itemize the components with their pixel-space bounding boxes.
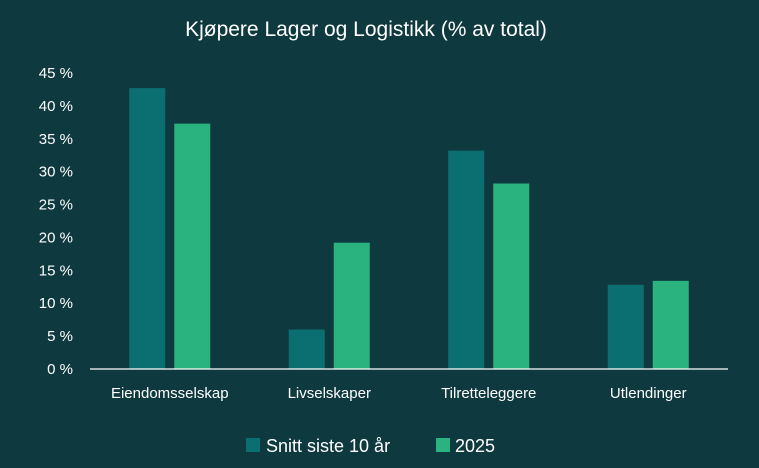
- legend-label-series-2: 2025: [455, 436, 495, 456]
- y-tick-label: 25 %: [39, 197, 73, 214]
- bar-series-1-tilretteleggere: [448, 150, 485, 369]
- y-tick-label: 10 %: [39, 295, 73, 312]
- x-tick-label: Utlendinger: [610, 385, 687, 402]
- y-tick-label: 45 %: [39, 65, 73, 82]
- bars-group: [129, 88, 689, 369]
- y-tick-label: 0 %: [47, 361, 73, 378]
- y-axis: 0 % 5 % 10 % 15 % 20 % 25 % 30 % 35 % 40 % 45 %: [39, 65, 73, 378]
- x-axis: Eiendomsselskap Livselskaper Tilrettelegge…: [111, 385, 687, 402]
- legend-swatch-series-2: [436, 438, 450, 452]
- x-tick-label: Tilretteleggere: [441, 385, 536, 402]
- y-tick-label: 20 %: [39, 229, 73, 246]
- x-tick-label: Livselskaper: [288, 385, 371, 402]
- y-tick-label: 15 %: [39, 262, 73, 279]
- bar-series-2-eiendomsselskap: [174, 123, 211, 369]
- y-tick-label: 30 %: [39, 164, 73, 181]
- y-tick-label: 35 %: [39, 131, 73, 148]
- bar-series-1-utlendinger: [607, 284, 644, 369]
- x-tick-label: Eiendomsselskap: [111, 385, 229, 402]
- legend: Snitt siste 10 år 2025: [246, 436, 495, 456]
- y-tick-label: 40 %: [39, 98, 73, 115]
- legend-label-series-1: Snitt siste 10 år: [266, 436, 390, 456]
- bar-series-2-utlendinger: [652, 280, 689, 369]
- bar-series-1-eiendomsselskap: [129, 88, 166, 369]
- bar-series-1-livselskaper: [288, 329, 325, 369]
- bar-series-2-tilretteleggere: [493, 183, 530, 369]
- chart-title: Kjøpere Lager og Logistikk (% av total): [185, 18, 547, 41]
- legend-swatch-series-1: [246, 438, 260, 452]
- y-tick-label: 5 %: [47, 328, 73, 345]
- bar-series-2-livselskaper: [333, 242, 370, 369]
